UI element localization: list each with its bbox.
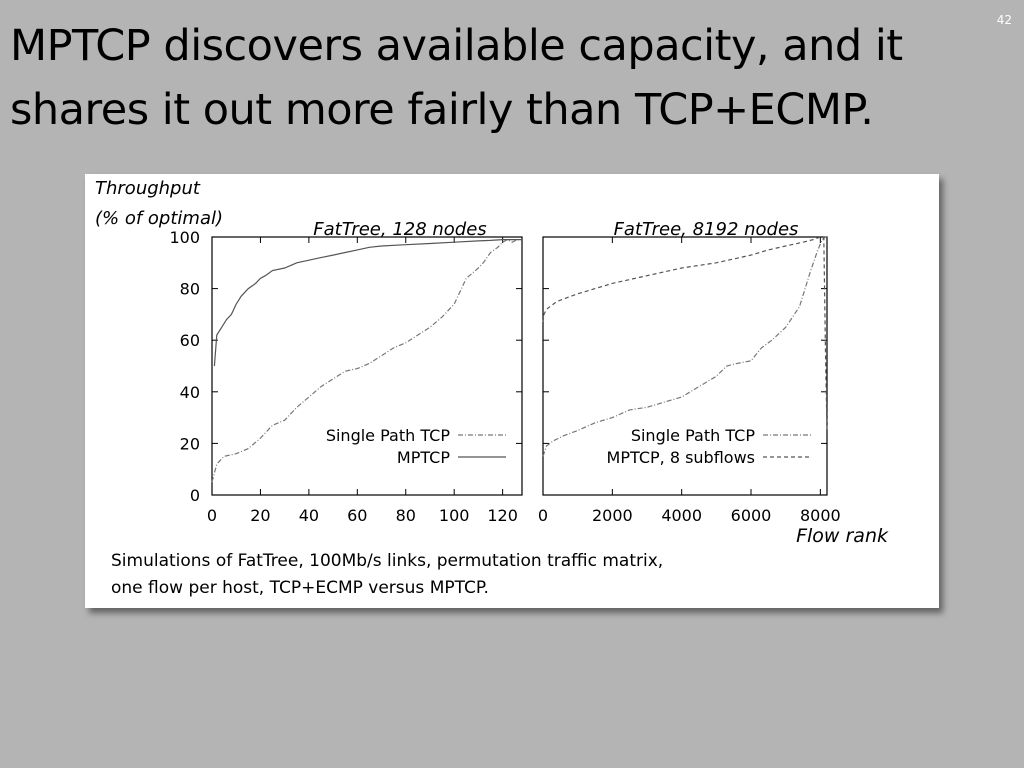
legend-label: MPTCP, 8 subflows (607, 448, 755, 467)
chart-title: FatTree, 8192 nodes (614, 219, 799, 240)
legend-label: Single Path TCP (326, 426, 451, 445)
caption-line-1: Simulations of FatTree, 100Mb/s links, p… (111, 551, 664, 571)
title-line-2: shares it out more fairly than TCP+ECMP. (10, 85, 874, 135)
y-tick-label: 100 (169, 228, 200, 247)
x-tick-label: 80 (396, 506, 416, 525)
y-tick-label: 40 (180, 383, 200, 402)
x-tick-label: 8000 (800, 506, 841, 525)
y-tick-label: 60 (180, 331, 200, 350)
figure-caption: Simulations of FatTree, 100Mb/s links, p… (111, 548, 751, 602)
x-tick-label: 20 (250, 506, 270, 525)
x-tick-label: 100 (439, 506, 470, 525)
y-tick-label: 80 (180, 280, 200, 299)
series-line-2 (542, 236, 828, 431)
chart-panel-1: FatTree, 128 nodes 0 20 40 60 80 100 0 20 40 60 80 1… (169, 219, 523, 525)
legend-label: Single Path TCP (631, 426, 756, 445)
x-tick-label: 4000 (661, 506, 702, 525)
x-tick-label: 0 (538, 506, 548, 525)
x-tick-label: 6000 (731, 506, 772, 525)
y-axis-label-line-2: (% of optimal) (95, 208, 223, 229)
figure-card: Throughput (% of optimal) FatTree, 128 nod… (85, 174, 939, 608)
title-line-1: MPTCP discovers available capacity, and … (10, 21, 903, 71)
x-tick-label: 120 (487, 506, 518, 525)
plot-frame (542, 236, 828, 496)
x-tick-label: 2000 (592, 506, 633, 525)
series-line-2 (213, 238, 522, 367)
y-tick-label: 20 (180, 434, 200, 453)
chart-panel-2: FatTree, 8192 nodes 0 2000 4000 6000 8000 Sing… (538, 219, 841, 525)
x-tick-label: 60 (347, 506, 367, 525)
slide-number: 42 (996, 13, 1012, 27)
chart-figure: Throughput(% of optimal)FatTree, 128 nod… (95, 178, 889, 544)
y-axis-label-line-1: Throughput (95, 178, 201, 199)
x-axis-label: Flow rank (796, 525, 889, 544)
x-tick-label: 0 (207, 506, 217, 525)
x-tick-label: 40 (299, 506, 319, 525)
plot-frame (211, 236, 523, 496)
series-line-1 (542, 236, 827, 457)
legend-label: MPTCP (397, 448, 450, 467)
chart-title: FatTree, 128 nodes (313, 219, 486, 240)
caption-line-2: one flow per host, TCP+ECMP versus MPTCP… (111, 578, 489, 598)
slide-title: MPTCP discovers available capacity, and … (10, 14, 1000, 142)
y-tick-label: 0 (190, 486, 200, 505)
series-line-1 (211, 238, 522, 483)
